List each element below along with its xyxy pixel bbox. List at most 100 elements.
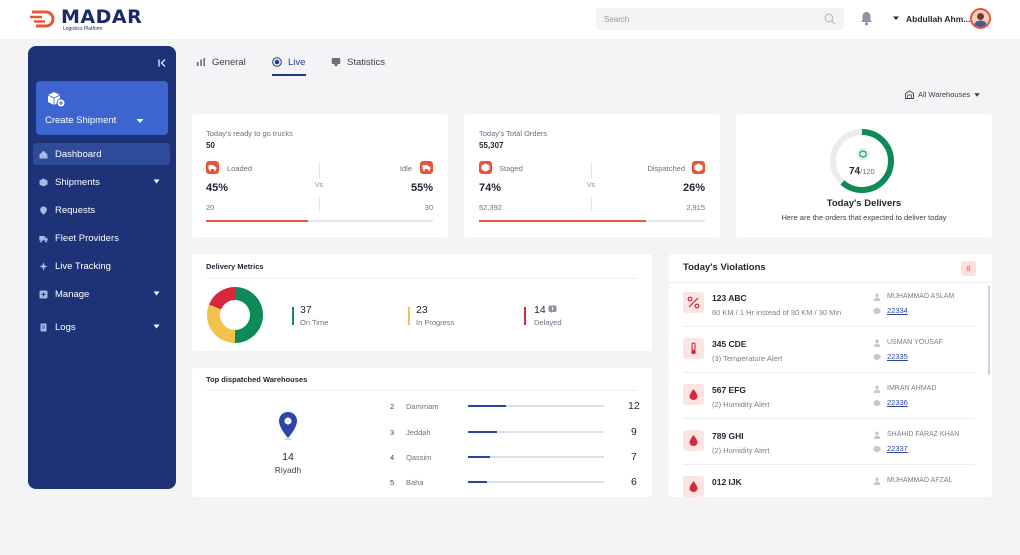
violation-link[interactable]: 22334 (887, 306, 908, 315)
violation-icon-box (683, 430, 704, 451)
section-divider (669, 282, 992, 283)
sidebar-item-dashboard[interactable]: Dashboard (33, 143, 170, 165)
avatar[interactable] (970, 8, 991, 29)
top-warehouses-card: Top dispatched Warehouses 14 Riyadh 2 Da… (192, 368, 652, 497)
sidebar-item-live-tracking[interactable]: Live Tracking (33, 255, 170, 277)
sidebar-item-fleet-providers[interactable]: Fleet Providers (33, 227, 170, 249)
section-divider (206, 390, 637, 391)
warehouse-value: 12 (628, 400, 640, 412)
logs-icon (40, 323, 47, 331)
loaded-percent: 45% (206, 182, 229, 194)
location-pin-icon (279, 412, 297, 440)
bell-icon[interactable] (860, 11, 873, 26)
row-divider (683, 372, 975, 373)
warehouse-filter-select[interactable]: All Warehouses (905, 90, 980, 99)
violation-description: (2) Humidity Alert (712, 400, 770, 409)
sidebar-item-label: Logs (55, 321, 76, 333)
sidebar-item-label: Live Tracking (55, 260, 111, 272)
ready-trucks-card: Today's ready to go trucks 50 Loaded Idl… (192, 114, 448, 237)
staged-icon (479, 161, 492, 174)
live-icon (272, 57, 282, 67)
donut-slice-delayed (209, 287, 235, 310)
bar-chart-icon (197, 58, 205, 66)
loaded-count: 20 (206, 203, 215, 212)
warehouse-bar-fill (468, 481, 488, 483)
sidebar-item-requests[interactable]: Requests (33, 199, 170, 221)
warehouse-bar-track (468, 481, 604, 483)
warehouse-icon (905, 90, 914, 99)
search-input[interactable] (604, 8, 814, 30)
violations-count-badge: 8 (961, 261, 976, 276)
card-total: 55,307 (479, 141, 504, 150)
sidebar-item-logs[interactable]: Logs (33, 316, 170, 338)
idle-count: 30 (424, 203, 433, 212)
tab-live[interactable]: Live (272, 52, 305, 72)
warehouse-rank: 3 (390, 428, 395, 437)
violation-description: (3) Temperature Alert (712, 354, 783, 363)
sidebar-item-shipments[interactable]: Shipments (33, 171, 170, 193)
tab-general[interactable]: General (196, 52, 246, 72)
violation-link[interactable]: 22336 (887, 398, 908, 407)
madar-logo[interactable]: MADAR Logistics Platform (28, 8, 142, 32)
sidebar-item-manage[interactable]: Manage (33, 283, 170, 305)
user-menu-caret-icon[interactable] (892, 14, 900, 22)
trip-icon (873, 307, 881, 315)
delivery-metrics-title: Delivery Metrics (206, 262, 264, 271)
violation-description: (2) Humidity Alert (712, 446, 770, 455)
violation-driver: SHAHID FARAZ KHAN (887, 431, 960, 438)
truck-loaded-icon (206, 161, 219, 174)
vs-divider-top (319, 162, 320, 178)
manage-icon (39, 290, 48, 298)
delayed-info-icon[interactable] (548, 305, 557, 314)
on-time-value: 37 (300, 304, 312, 316)
box-icon (39, 178, 48, 186)
search-icon[interactable] (824, 13, 836, 25)
brand-name: MADAR (61, 6, 143, 28)
staged-count: 52,392 (479, 203, 502, 212)
delivers-subtitle: Here are the orders that expected to del… (781, 213, 947, 222)
tab-statistics[interactable]: Statistics (331, 52, 385, 72)
top-warehouse-value: 14 (282, 451, 294, 463)
violation-link[interactable]: 22335 (887, 352, 908, 361)
sidebar: Create Shipment Dashboard Shipments Requ… (28, 46, 176, 489)
vs-divider-bottom (591, 196, 592, 212)
tracking-icon (39, 261, 48, 271)
delivers-progress-arc (830, 129, 894, 193)
create-shipment-button[interactable]: Create Shipment (36, 81, 168, 135)
todays-delivers-card: 74/120 Today's Delivers Here are the ord… (736, 114, 992, 237)
top-warehouses-title: Top dispatched Warehouses (206, 375, 308, 384)
staged-percent: 74% (479, 182, 502, 194)
sidebar-item-label: Shipments (55, 176, 100, 188)
violation-plate: 345 CDE (712, 339, 747, 349)
pin-icon (40, 206, 47, 215)
delayed-label: Delayed (534, 318, 562, 327)
vs-label: Vs (315, 182, 324, 189)
warehouse-bar-track (468, 456, 604, 458)
user-name[interactable]: Abdullah Ahm... (906, 14, 971, 24)
warehouse-name: Dammam (406, 402, 439, 411)
trip-icon (873, 445, 881, 453)
warehouse-rank: 5 (390, 478, 395, 487)
warehouse-name: Baha (406, 478, 424, 487)
loaded-label: Loaded (227, 164, 253, 173)
tab-label: Statistics (347, 56, 386, 68)
delivery-metrics-card: Delivery Metrics 37 On Time 23 In Progre… (192, 254, 652, 351)
home-icon (39, 150, 48, 158)
violations-scrollbar[interactable] (988, 285, 990, 375)
violation-driver: MUHAMMAD AFZAL (887, 477, 953, 484)
vs-divider-bottom (319, 196, 320, 212)
donut-slice-on-time (235, 287, 263, 343)
sidebar-item-label: Dashboard (55, 148, 102, 160)
violation-link[interactable]: 22337 (887, 444, 908, 453)
warehouse-bar-fill (468, 431, 497, 433)
dispatched-icon (692, 161, 705, 174)
row-divider (683, 418, 975, 419)
warehouse-bar-track (468, 431, 604, 433)
chevron-down-icon (153, 179, 160, 184)
collapse-sidebar-icon[interactable] (157, 58, 167, 68)
dispatched-label: Dispatched (647, 164, 685, 173)
active-tab-indicator (272, 74, 306, 76)
warehouse-value: 6 (631, 476, 637, 488)
speed-icon (687, 296, 700, 309)
top-warehouse-name: Riyadh (274, 465, 302, 475)
